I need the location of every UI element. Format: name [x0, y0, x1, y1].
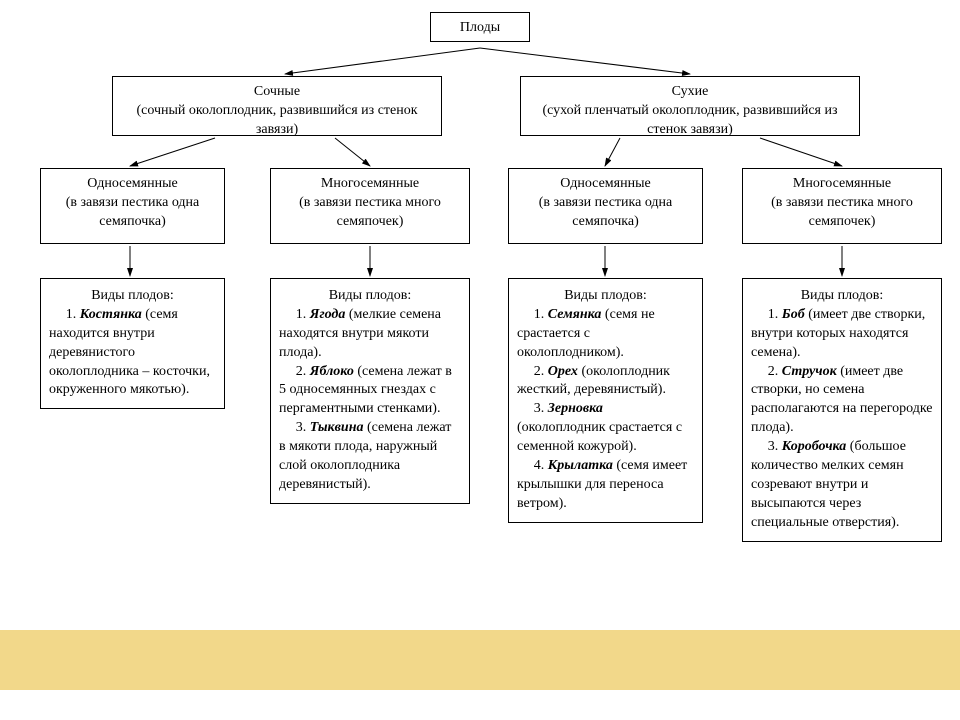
leaf-header: Виды плодов: — [49, 287, 216, 306]
leaf-term: Коробочка — [782, 439, 847, 454]
node-juicy: Сочные (сочный околоплодник, развившийся… — [112, 76, 442, 136]
node-juicy-many-sub: (в завязи пестика много семяпочек) — [275, 194, 465, 232]
leaf-header: Виды плодов: — [751, 287, 933, 306]
leaf-item: 3. Тыквина (семена лежат в мякоти плода,… — [279, 419, 461, 495]
node-leaf-4: Виды плодов:1. Боб (имеет две створки, в… — [742, 278, 942, 542]
leaf-item: 1. Семянка (семя не срастается с околопл… — [517, 306, 694, 363]
diagram-stage: Плоды Сочные (сочный околоплодник, разви… — [0, 0, 960, 720]
leaf-term: Костянка — [80, 307, 142, 322]
leaf-item: 3. Коробочка (большое количество мелких … — [751, 438, 933, 532]
node-dry-sub: (сухой пленчатый околоплодник, развивший… — [525, 102, 855, 140]
node-dry-title: Сухие — [525, 83, 855, 102]
leaf-term: Семянка — [548, 307, 602, 322]
leaf-term: Зерновка — [548, 401, 603, 416]
leaf-term: Тыквина — [310, 420, 364, 435]
leaf-term: Яблоко — [310, 364, 354, 379]
node-dry-one-title: Односемянные — [513, 175, 698, 194]
node-dry-many-title: Многосемянные — [747, 175, 937, 194]
node-juicy-many: Многосемянные (в завязи пестика много се… — [270, 168, 470, 244]
node-root: Плоды — [430, 12, 530, 42]
node-dry-one-sub: (в завязи пестика одна семяпочка) — [513, 194, 698, 232]
node-dry: Сухие (сухой пленчатый околоплодник, раз… — [520, 76, 860, 136]
node-dry-many-sub: (в завязи пестика много семяпочек) — [747, 194, 937, 232]
leaf-item: 1. Боб (имеет две створки, внутри которы… — [751, 306, 933, 363]
leaf-term: Крылатка — [548, 458, 613, 473]
leaf-item: 2. Орех (околоплодник жесткий, деревянис… — [517, 363, 694, 401]
leaf-item: 2. Стручок (имеет две створки, но семена… — [751, 363, 933, 439]
node-juicy-one-title: Односемянные — [45, 175, 220, 194]
leaf-header: Виды плодов: — [517, 287, 694, 306]
leaf-header: Виды плодов: — [279, 287, 461, 306]
leaf-term: Орех — [548, 364, 578, 379]
leaf-item: 3. Зерновка (околоплодник срастается с с… — [517, 400, 694, 457]
node-juicy-one: Односемянные (в завязи пестика одна семя… — [40, 168, 225, 244]
leaf-term: Ягода — [310, 307, 346, 322]
node-leaf-2: Виды плодов:1. Ягода (мелкие семена нахо… — [270, 278, 470, 504]
leaf-item: 1. Костянка (семя находится внутри дерев… — [49, 306, 216, 400]
node-dry-one: Односемянные (в завязи пестика одна семя… — [508, 168, 703, 244]
node-leaf-3: Виды плодов:1. Семянка (семя не срастает… — [508, 278, 703, 523]
node-juicy-one-sub: (в завязи пестика одна семяпочка) — [45, 194, 220, 232]
node-leaf-1: Виды плодов:1. Костянка (семя находится … — [40, 278, 225, 409]
node-root-label: Плоды — [460, 20, 500, 35]
leaf-term: Боб — [782, 307, 805, 322]
leaf-item: 2. Яблоко (семена лежат в 5 односемянных… — [279, 363, 461, 420]
node-juicy-title: Сочные — [117, 83, 437, 102]
footer-band — [0, 630, 960, 690]
leaf-item: 4. Крылатка (семя имеет крылышки для пер… — [517, 457, 694, 514]
node-juicy-many-title: Многосемянные — [275, 175, 465, 194]
leaf-term: Стручок — [782, 364, 837, 379]
node-juicy-sub: (сочный околоплодник, развившийся из сте… — [117, 102, 437, 140]
node-dry-many: Многосемянные (в завязи пестика много се… — [742, 168, 942, 244]
leaf-item: 1. Ягода (мелкие семена находятся внутри… — [279, 306, 461, 363]
